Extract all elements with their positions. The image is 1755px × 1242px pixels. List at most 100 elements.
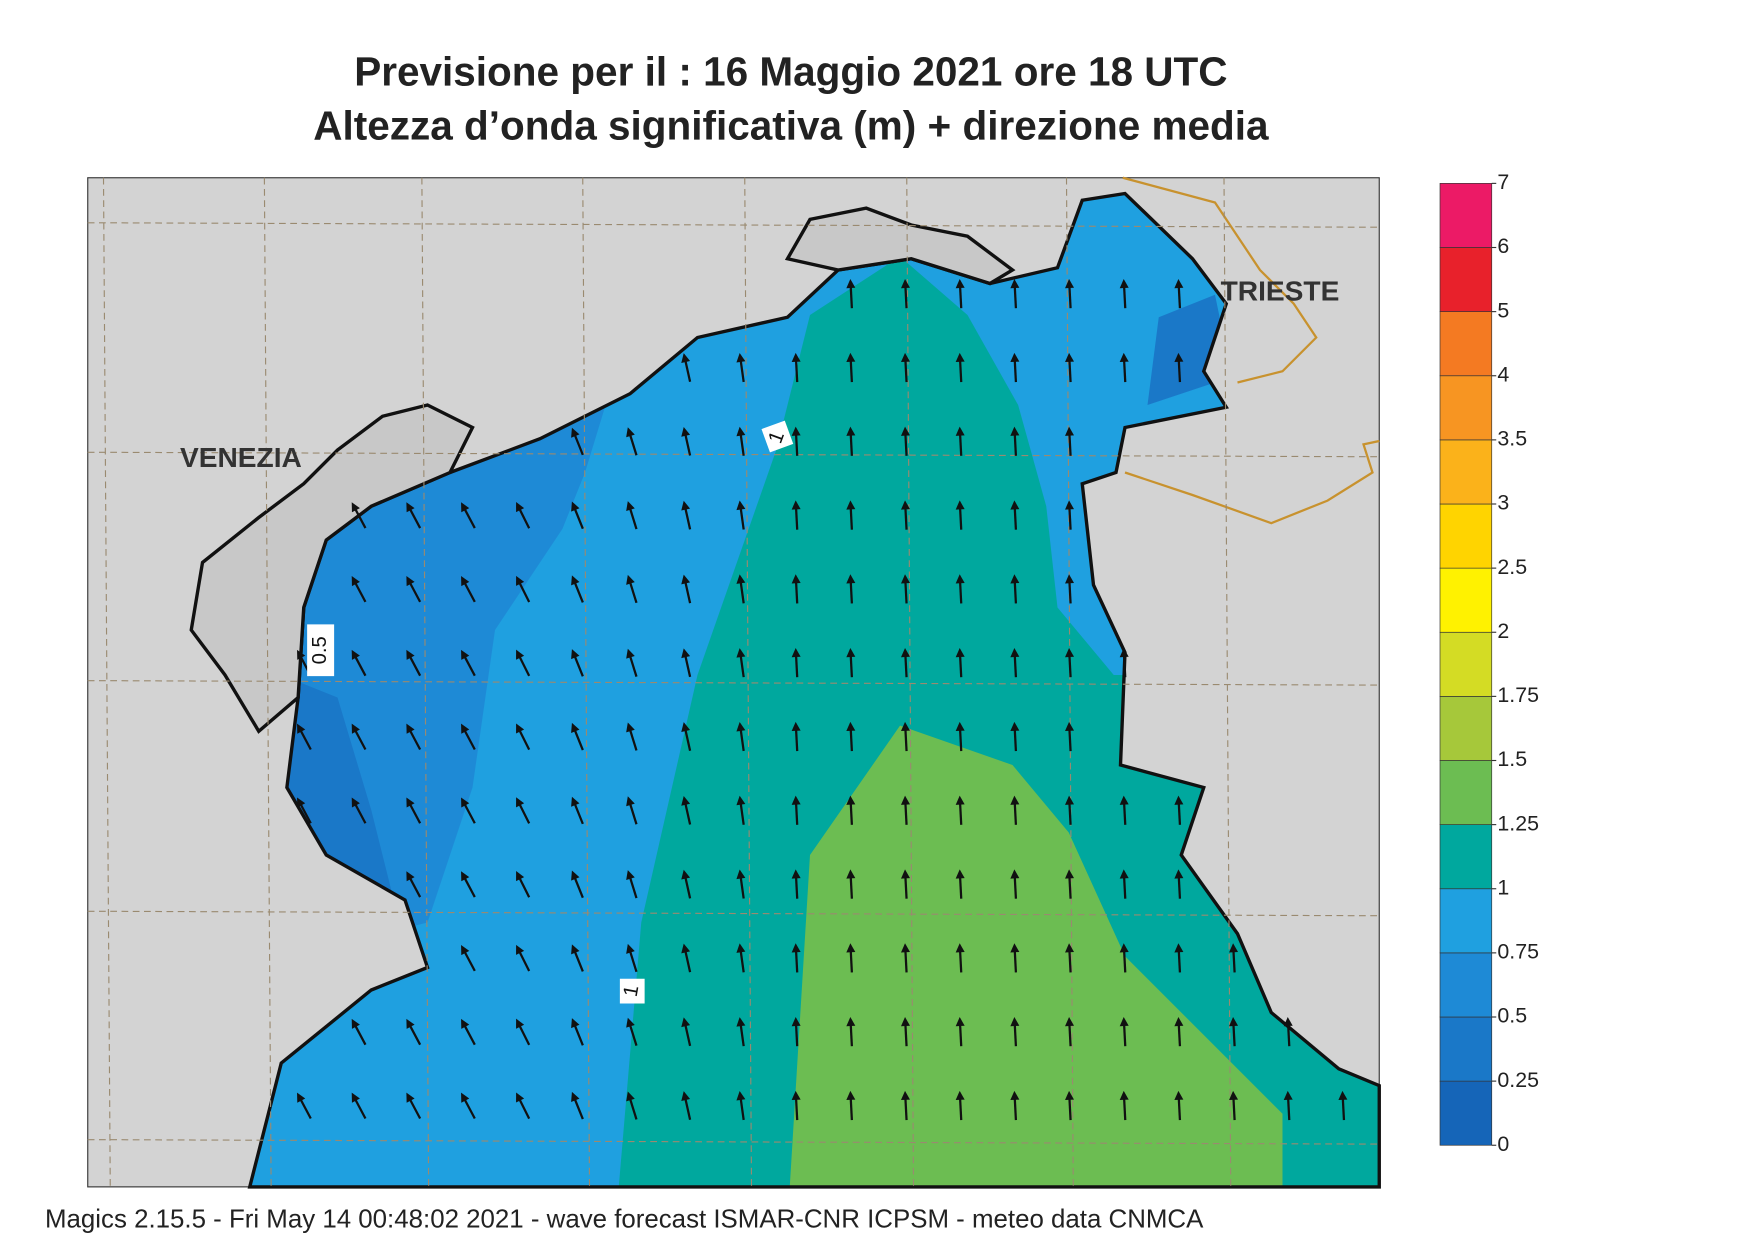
arrow-head (955, 1017, 965, 1027)
colorbar-band (1439, 760, 1493, 825)
arrow-shaft (1013, 728, 1018, 752)
arrow (791, 500, 801, 530)
arrow-head (1010, 795, 1020, 805)
arrow-shaft (1068, 802, 1072, 825)
arrow-head (955, 648, 965, 658)
arrow-shaft (299, 729, 312, 750)
arrow-head (791, 426, 801, 436)
arrow (626, 427, 638, 456)
arrow (351, 797, 367, 824)
arrow-head (1065, 574, 1075, 584)
arrow-shaft (518, 802, 531, 824)
arrow (681, 648, 692, 678)
arrow-shaft (794, 949, 799, 973)
arrow-shaft (958, 654, 963, 678)
arrow-shaft (463, 581, 476, 603)
arrow-shaft (849, 433, 854, 456)
arrow-shaft (1068, 728, 1072, 752)
label-box (619, 978, 645, 1004)
arrow (461, 1092, 476, 1119)
arrow-shaft (849, 728, 854, 752)
arrow-shaft (794, 433, 799, 456)
parallel (87, 451, 1380, 458)
arrow-shaft (1177, 949, 1182, 973)
arrow-shaft (904, 580, 908, 604)
colorbar-label: 3 (1497, 491, 1509, 515)
colorbar-label: 1 (1497, 875, 1509, 899)
arrow-head (901, 574, 910, 584)
arrow-shaft (1286, 1023, 1291, 1047)
arrow-shaft (739, 876, 745, 899)
arrow-head (846, 352, 856, 363)
arrow-head (516, 723, 525, 734)
arrow-shaft (573, 507, 584, 530)
arrow (901, 943, 910, 973)
arrow-head (791, 500, 801, 510)
arrow-head (681, 426, 691, 437)
arrow-shaft (849, 580, 854, 604)
arrow (571, 649, 584, 677)
arrow (461, 723, 476, 750)
contour-label: 0.5 (307, 624, 335, 677)
arrow-head (351, 1092, 360, 1103)
arrow (846, 574, 856, 604)
parallel (87, 910, 1380, 917)
arrow-head (736, 795, 746, 806)
arrow-shaft (628, 654, 638, 677)
arrow (406, 797, 422, 824)
arrow-head (955, 352, 965, 363)
arrow-head (461, 723, 470, 734)
arrow-head (1010, 648, 1020, 658)
arrow (955, 721, 965, 752)
arrow-shaft (1122, 949, 1127, 973)
arrow-head (626, 427, 635, 438)
arrow (461, 797, 476, 824)
arrow (571, 870, 584, 899)
arrow-head (571, 649, 580, 660)
arrow-shaft (628, 581, 638, 604)
arrow (1338, 1090, 1348, 1121)
arrow-head (351, 649, 360, 660)
arrow-shaft (684, 580, 692, 604)
arrow-head (846, 869, 856, 879)
arrow-shaft (408, 729, 422, 750)
arrow-shaft (1068, 949, 1072, 973)
colorbar-band (1439, 1016, 1493, 1082)
arrow-head (461, 649, 470, 660)
arrow (297, 723, 312, 750)
arrow-shaft (739, 949, 745, 973)
arrow (1229, 1017, 1239, 1047)
arrow (901, 721, 910, 752)
arrow-head (736, 869, 746, 880)
arrow-head (791, 869, 801, 879)
arrow (791, 869, 801, 899)
arrow (1010, 426, 1020, 456)
arrow-head (1174, 279, 1184, 289)
arrow-head (681, 943, 691, 954)
wave-directions (297, 279, 1348, 1121)
arrow-shaft (904, 949, 908, 973)
colorbar-band (1439, 888, 1493, 954)
arrow (1065, 869, 1075, 899)
arrow-head (736, 943, 746, 953)
arrow (461, 576, 476, 603)
arrow (1119, 1090, 1129, 1121)
arrow-head (791, 943, 801, 953)
colorbar-label: 3.5 (1497, 427, 1527, 451)
arrow-shaft (904, 507, 908, 530)
arrow-head (626, 796, 635, 807)
arrow-head (901, 1017, 910, 1027)
arrow-shaft (1177, 285, 1182, 309)
arrow-head (736, 500, 746, 511)
arrow-shaft (1013, 285, 1018, 309)
arrow-shaft (849, 359, 854, 383)
arrow-shaft (463, 950, 476, 972)
arrow (1229, 943, 1239, 973)
arrow-head (461, 1092, 470, 1103)
arrow-head (955, 574, 965, 584)
arrow (1119, 352, 1129, 383)
arrow-head (1010, 1017, 1020, 1027)
arrow (1065, 721, 1075, 752)
arrow (571, 1091, 584, 1120)
